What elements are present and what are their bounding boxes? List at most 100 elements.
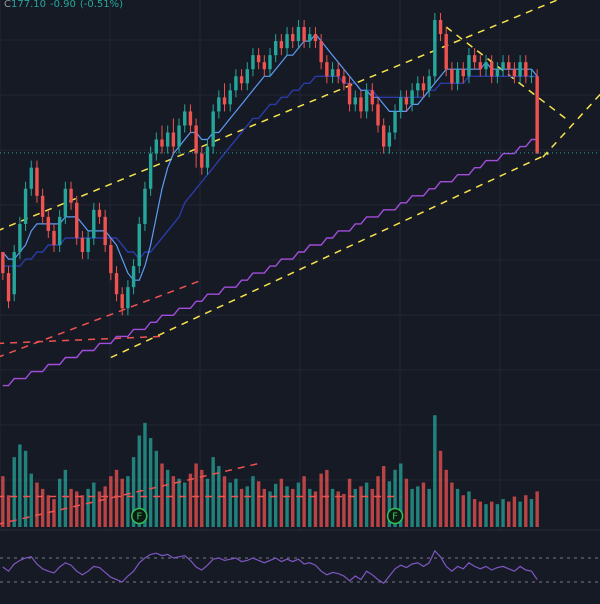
candle-body bbox=[143, 188, 147, 224]
volume-bar bbox=[489, 501, 494, 527]
candle-body bbox=[6, 273, 11, 302]
volume-bar bbox=[245, 486, 249, 527]
volume-bar bbox=[18, 444, 22, 527]
volume-bar bbox=[205, 478, 210, 527]
candle-body bbox=[1, 252, 5, 274]
volume-bar bbox=[35, 482, 39, 527]
candle-body bbox=[393, 111, 397, 133]
volume-bar bbox=[194, 463, 198, 527]
candle-body bbox=[75, 202, 79, 238]
candle-body bbox=[273, 41, 278, 56]
volume-bar bbox=[393, 469, 397, 527]
volume-bar bbox=[296, 482, 301, 527]
volume-bar bbox=[308, 488, 312, 527]
volume-bar bbox=[313, 491, 318, 527]
candle-body bbox=[154, 139, 159, 154]
candle-body bbox=[416, 83, 420, 91]
volume-bar bbox=[114, 469, 119, 527]
trendline-red-volume bbox=[0, 462, 259, 525]
volume-bar bbox=[524, 495, 528, 527]
candle-body bbox=[171, 132, 176, 147]
volume-bar bbox=[450, 482, 454, 527]
earnings-marker-label: F bbox=[136, 512, 142, 523]
candle-body bbox=[450, 69, 454, 84]
volume-bar bbox=[256, 481, 261, 527]
candle-body bbox=[404, 97, 409, 105]
volume-bar bbox=[137, 435, 141, 527]
volume-bar bbox=[171, 476, 176, 527]
volume-bar bbox=[495, 504, 500, 527]
volume-bar bbox=[143, 422, 147, 527]
volume-bar bbox=[501, 499, 505, 527]
candle-body bbox=[370, 90, 375, 105]
candle-body bbox=[421, 83, 426, 91]
volume-bar bbox=[319, 473, 323, 527]
candle-body bbox=[507, 62, 511, 70]
earnings-marker-icon bbox=[386, 507, 404, 525]
candle-body bbox=[461, 69, 465, 77]
candle-body bbox=[29, 167, 33, 189]
volume-bar bbox=[228, 482, 232, 527]
volume-bar bbox=[273, 483, 278, 527]
candle-body bbox=[529, 76, 534, 78]
volume-bar bbox=[410, 488, 414, 527]
candle-body bbox=[217, 97, 221, 112]
volume-bar bbox=[444, 469, 448, 527]
candle-body bbox=[376, 104, 380, 126]
candle-body bbox=[478, 62, 483, 70]
candle-body bbox=[251, 55, 255, 70]
volume-bar bbox=[183, 482, 187, 527]
moving-average-fast bbox=[2, 33, 538, 281]
volume-bar bbox=[109, 476, 113, 527]
candle-body bbox=[381, 125, 386, 147]
volume-bar bbox=[211, 457, 215, 527]
candle-body bbox=[57, 216, 62, 245]
candle-body bbox=[131, 266, 136, 288]
volume-bar bbox=[518, 501, 522, 527]
volume-bar bbox=[239, 488, 244, 527]
volume-bar bbox=[177, 478, 181, 527]
volume-bar bbox=[154, 450, 159, 527]
volume-bar bbox=[222, 476, 227, 527]
trendline-red-flat bbox=[0, 335, 163, 345]
volume-bar bbox=[69, 488, 73, 527]
candle-body bbox=[501, 62, 505, 70]
volume-bar bbox=[285, 486, 289, 527]
candle-body bbox=[472, 55, 477, 63]
candle-body bbox=[308, 34, 312, 42]
volume-bar bbox=[75, 491, 79, 527]
candle-body bbox=[325, 62, 329, 77]
candle-body bbox=[347, 83, 352, 105]
candle-body bbox=[256, 55, 261, 63]
candle-body bbox=[484, 62, 488, 70]
candle-body bbox=[80, 237, 85, 253]
candle-body bbox=[427, 76, 431, 91]
volume-bar bbox=[23, 450, 28, 527]
candle-body bbox=[137, 223, 141, 267]
volume-bar bbox=[80, 495, 85, 527]
volume-bar bbox=[12, 457, 16, 527]
close-label: C bbox=[4, 0, 11, 10]
candle-body bbox=[262, 62, 267, 70]
volume-bar bbox=[120, 478, 124, 527]
volume-bar bbox=[251, 476, 255, 527]
volume-bar bbox=[381, 466, 386, 527]
volume-bar bbox=[302, 476, 306, 527]
volume-bar bbox=[342, 493, 346, 527]
candle-body bbox=[399, 97, 403, 112]
ohlc-legend: C 177.10 -0.90 (-0.51%) bbox=[4, 0, 123, 13]
candle-body bbox=[200, 153, 204, 168]
candle-body bbox=[211, 111, 215, 147]
candle-body bbox=[444, 34, 448, 70]
candle-body bbox=[364, 90, 369, 112]
candle-body bbox=[245, 69, 249, 84]
candle-body bbox=[296, 27, 301, 42]
candle-body bbox=[495, 69, 500, 77]
candle-body bbox=[239, 76, 244, 84]
volume-bar bbox=[29, 473, 33, 527]
candle-body bbox=[313, 34, 318, 42]
candle-body bbox=[319, 41, 323, 63]
candle-body bbox=[148, 153, 153, 189]
